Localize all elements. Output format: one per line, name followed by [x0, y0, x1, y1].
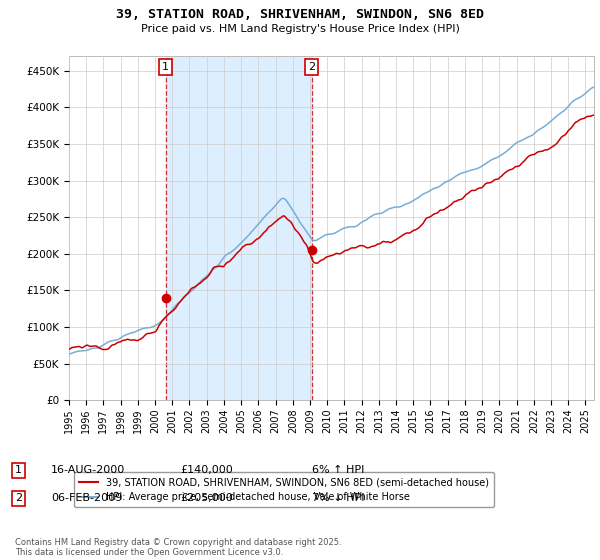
Text: 39, STATION ROAD, SHRIVENHAM, SWINDON, SN6 8ED: 39, STATION ROAD, SHRIVENHAM, SWINDON, S…: [116, 8, 484, 21]
Legend: 39, STATION ROAD, SHRIVENHAM, SWINDON, SN6 8ED (semi-detached house), HPI: Avera: 39, STATION ROAD, SHRIVENHAM, SWINDON, S…: [74, 473, 494, 507]
Text: £140,000: £140,000: [180, 465, 233, 475]
Text: 1: 1: [15, 465, 22, 475]
Text: 1: 1: [162, 62, 169, 72]
Text: 7% ↓ HPI: 7% ↓ HPI: [312, 493, 365, 503]
Text: 06-FEB-2009: 06-FEB-2009: [51, 493, 122, 503]
Text: Contains HM Land Registry data © Crown copyright and database right 2025.
This d: Contains HM Land Registry data © Crown c…: [15, 538, 341, 557]
Text: 2: 2: [15, 493, 22, 503]
Text: £205,000: £205,000: [180, 493, 233, 503]
Text: 2: 2: [308, 62, 315, 72]
Text: 16-AUG-2000: 16-AUG-2000: [51, 465, 125, 475]
Bar: [166, 56, 311, 400]
Text: 6% ↑ HPI: 6% ↑ HPI: [312, 465, 364, 475]
Text: Price paid vs. HM Land Registry's House Price Index (HPI): Price paid vs. HM Land Registry's House …: [140, 24, 460, 34]
